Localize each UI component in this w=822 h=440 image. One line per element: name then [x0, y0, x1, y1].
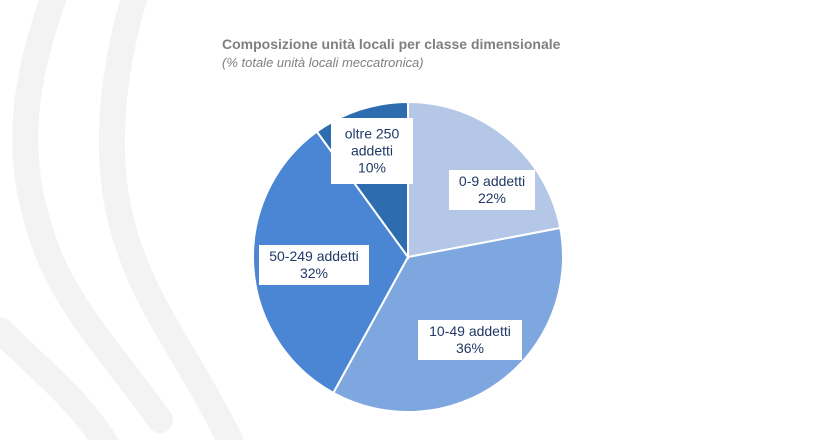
data-label-category: 10-49 addetti: [429, 323, 511, 339]
data-label-value: 32%: [300, 265, 328, 281]
data-label-category: oltre 250: [345, 126, 400, 142]
chart-title: Composizione unità locali per classe dim…: [222, 36, 561, 52]
chart-subtitle: (% totale unità locali meccatronica): [222, 55, 424, 70]
data-label-value: 36%: [456, 340, 484, 356]
data-label-category: 50-249 addetti: [269, 248, 359, 264]
data-label-category: addetti: [351, 143, 393, 159]
data-label-value: 10%: [358, 160, 386, 176]
data-label-box: [449, 170, 535, 210]
pie-slice-10-49: [331, 226, 564, 413]
data-label-category: 0-9 addetti: [459, 173, 525, 189]
data-label-box: [331, 118, 413, 184]
data-label-value: 22%: [478, 190, 506, 206]
data-label-box: [259, 245, 369, 285]
data-label-box: [418, 320, 522, 360]
